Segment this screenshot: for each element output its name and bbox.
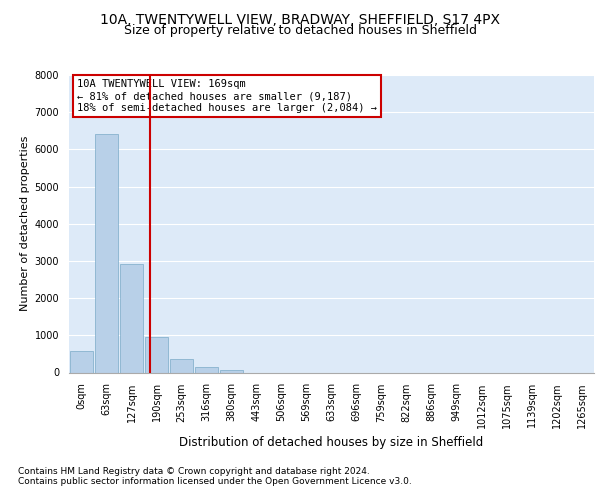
Bar: [120, 264, 143, 372]
Bar: [220, 370, 243, 372]
X-axis label: Distribution of detached houses by size in Sheffield: Distribution of detached houses by size …: [179, 436, 484, 449]
Bar: [95, 134, 118, 372]
Text: 10A, TWENTYWELL VIEW, BRADWAY, SHEFFIELD, S17 4PX: 10A, TWENTYWELL VIEW, BRADWAY, SHEFFIELD…: [100, 12, 500, 26]
Bar: [170, 359, 193, 372]
Text: Contains public sector information licensed under the Open Government Licence v3: Contains public sector information licen…: [18, 477, 412, 486]
Bar: [70, 351, 93, 372]
Text: Contains HM Land Registry data © Crown copyright and database right 2024.: Contains HM Land Registry data © Crown c…: [18, 467, 370, 476]
Bar: [145, 337, 168, 372]
Y-axis label: Number of detached properties: Number of detached properties: [20, 136, 31, 312]
Text: Size of property relative to detached houses in Sheffield: Size of property relative to detached ho…: [124, 24, 476, 37]
Text: 10A TWENTYWELL VIEW: 169sqm
← 81% of detached houses are smaller (9,187)
18% of : 10A TWENTYWELL VIEW: 169sqm ← 81% of det…: [77, 80, 377, 112]
Bar: [195, 368, 218, 372]
